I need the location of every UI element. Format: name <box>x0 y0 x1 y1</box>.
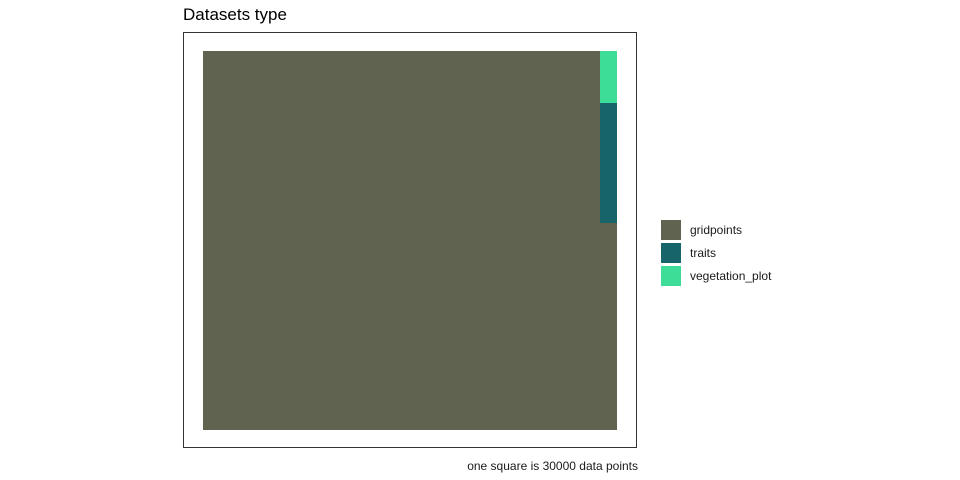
legend-label-vegetation-plot: vegetation_plot <box>690 268 772 283</box>
legend-label-traits: traits <box>690 245 717 260</box>
chart-title: Datasets type <box>183 5 287 24</box>
waffle-area <box>203 51 617 430</box>
legend-label-gridpoints: gridpoints <box>690 222 743 237</box>
legend-item-gridpoints: gridpoints <box>661 218 771 241</box>
legend: gridpoints traits vegetation_plot <box>661 218 771 287</box>
chart-caption: one square is 30000 data points <box>467 459 638 473</box>
plot-panel <box>183 32 637 448</box>
legend-key-traits <box>661 242 681 263</box>
waffle-block-traits <box>600 103 617 223</box>
legend-key-gridpoints <box>661 219 681 240</box>
legend-item-vegetation-plot: vegetation_plot <box>661 264 771 287</box>
legend-item-traits: traits <box>661 241 771 264</box>
waffle-block-gridpoints <box>203 51 617 430</box>
legend-key-vegetation-plot <box>661 265 681 286</box>
waffle-block-vegetation-plot <box>600 51 617 103</box>
